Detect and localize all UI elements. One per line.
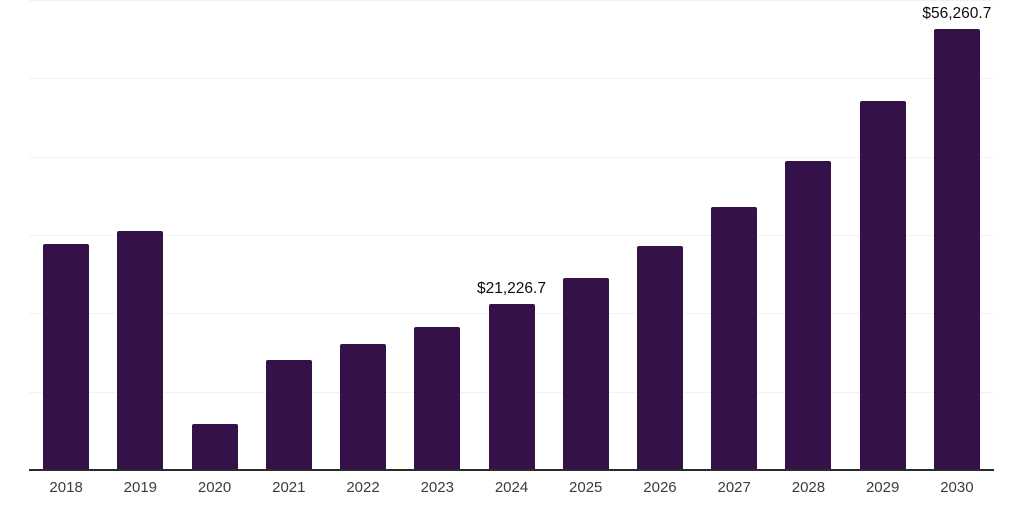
bar-2025 bbox=[562, 277, 609, 470]
x-tick-label-2026: 2026 bbox=[643, 479, 677, 496]
x-tick-label-2027: 2027 bbox=[717, 479, 751, 496]
x-tick-label-2029: 2029 bbox=[865, 479, 900, 496]
x-tick-label-2019: 2019 bbox=[123, 479, 158, 496]
bar-2026 bbox=[636, 245, 683, 470]
x-tick-label-2020: 2020 bbox=[197, 479, 232, 496]
x-tick-label-2025: 2025 bbox=[569, 479, 603, 496]
x-tick-label-2022: 2022 bbox=[346, 479, 380, 496]
x-tick-label-2023: 2023 bbox=[420, 479, 454, 496]
x-tick-label-2028: 2028 bbox=[791, 479, 826, 496]
bar-2022 bbox=[340, 343, 387, 470]
x-axis: 2018 2019 2020 2021 2022 2023 2024 2025 2026 2027… bbox=[29, 479, 994, 503]
gridline bbox=[29, 0, 994, 1]
bar-2024 bbox=[488, 303, 535, 470]
bar-2023 bbox=[414, 326, 461, 470]
x-tick-label-2024: 2024 bbox=[494, 479, 529, 496]
x-tick-label-2030: 2030 bbox=[940, 479, 974, 496]
bar-2027 bbox=[711, 206, 758, 470]
bar-2019 bbox=[117, 230, 164, 470]
gridline bbox=[29, 78, 994, 80]
bar-value-label-2030: $56,260.7 bbox=[922, 5, 992, 23]
bar-2020 bbox=[191, 423, 238, 470]
bar-value-label-2024: $21,226.7 bbox=[477, 279, 546, 297]
plot-area: $21,226.7 $56,260.7 bbox=[29, 0, 994, 471]
x-axis-line bbox=[29, 469, 994, 471]
x-tick-label-2018: 2018 bbox=[49, 479, 83, 496]
bar-2030 bbox=[933, 29, 980, 470]
gridline bbox=[29, 156, 994, 158]
bar-2028 bbox=[785, 160, 832, 470]
gridline bbox=[29, 235, 994, 236]
bar-2029 bbox=[859, 101, 906, 470]
x-tick-label-2021: 2021 bbox=[272, 479, 306, 496]
bar-2018 bbox=[43, 243, 90, 470]
bar-2021 bbox=[265, 359, 312, 470]
